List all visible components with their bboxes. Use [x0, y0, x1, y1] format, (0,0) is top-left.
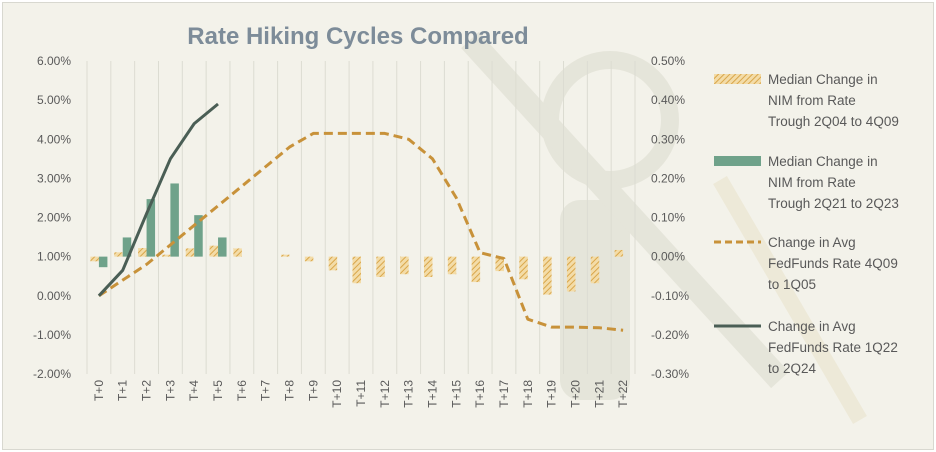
x-tick-label: T+4: [187, 380, 201, 401]
left-tick-label: 1.00%: [37, 250, 71, 264]
legend-label-2a: Median Change in: [768, 154, 878, 169]
bar-nim-2q04-T+0: [90, 256, 99, 262]
bar-nim-2q04-T+19: [543, 256, 552, 295]
x-tick-label: T+5: [211, 380, 225, 401]
x-tick-label: T+8: [283, 380, 297, 401]
x-tick-label: T+6: [235, 380, 249, 401]
x-tick-label: T+9: [306, 380, 320, 401]
x-tick-label: T+22: [616, 380, 630, 408]
bar-nim-2q21-T+3: [170, 183, 179, 257]
legend-swatch-hatched: [714, 74, 761, 84]
bar-nim-2q21-T+4: [194, 215, 203, 257]
series-nim-2q04-4q09: [90, 245, 624, 295]
legend-label-1a: Median Change in: [768, 72, 878, 87]
legend-label-4a: Change in Avg: [768, 319, 856, 334]
bar-nim-2q04-T+10: [328, 256, 338, 271]
right-tick-label: 0.10%: [651, 211, 685, 225]
x-tick-label: T+21: [592, 380, 606, 408]
x-tick-label: T+3: [163, 380, 177, 401]
left-tick-label: -1.00%: [33, 328, 71, 342]
x-tick-label: T+0: [92, 380, 106, 401]
legend-label-4c: to 2Q24: [768, 361, 817, 376]
legend-label-1c: Trough 2Q04 to 4Q09: [768, 114, 899, 129]
legend-label-2c: Trough 2Q21 to 2Q23: [768, 196, 899, 211]
legend-label-1b: NIM from Rate: [768, 93, 856, 108]
bar-nim-2q04-T+12: [376, 256, 385, 277]
bar-nim-2q21-T+2: [146, 199, 156, 257]
x-tick-label: T+17: [497, 380, 511, 408]
bar-nim-2q04-T+22: [614, 249, 624, 257]
right-tick-label: 0.00%: [651, 250, 685, 264]
x-tick-label: T+12: [378, 380, 392, 408]
left-tick-label: 5.00%: [37, 93, 71, 107]
bar-nim-2q04-T+15: [447, 256, 457, 275]
x-axis-ticks: T+0 T+1 T+2 T+3 T+4 T+5 T+6 T+7 T+8 T+9 T+10 T+11 T+…: [92, 380, 630, 408]
right-tick-label: 0.20%: [651, 171, 685, 185]
bar-nim-2q04-T+1: [114, 252, 123, 257]
right-tick-label: 0.30%: [651, 132, 685, 146]
x-tick-label: T+7: [259, 380, 273, 401]
x-tick-label: T+1: [116, 380, 130, 401]
bar-nim-2q04-T+16: [471, 256, 481, 283]
bar-nim-2q04-T+3: [161, 254, 171, 257]
bar-nim-2q04-T+8: [281, 254, 290, 257]
legend-label-3c: to 1Q05: [768, 277, 816, 292]
bar-nim-2q04-T+5: [209, 245, 219, 257]
left-tick-label: 2.00%: [37, 211, 71, 225]
bar-nim-2q04-T+9: [304, 256, 314, 262]
bar-nim-2q04-T+14: [423, 256, 433, 277]
left-axis-ticks: -2.00% -1.00% 0.00% 1.00% 2.00% 3.00% 4.00% 5.0…: [33, 54, 71, 381]
right-tick-label: 0.40%: [651, 93, 685, 107]
x-tick-label: T+19: [545, 380, 559, 408]
x-tick-label: T+14: [425, 380, 439, 408]
right-tick-label: -0.30%: [651, 367, 689, 381]
line-fedfunds-1q22-2q24: [97, 102, 219, 297]
legend: Median Change in NIM from Rate Trough 2Q…: [714, 72, 899, 376]
legend-label-3b: FedFunds Rate 4Q09: [768, 256, 898, 271]
background-watermark: [461, 31, 867, 425]
right-axis-ticks: -0.30% -0.20% -0.10% 0.00% 0.10% 0.20% 0.30% 0.…: [651, 54, 689, 381]
bar-nim-2q04-T+2: [138, 248, 147, 257]
left-tick-label: 3.00%: [37, 171, 71, 185]
x-tick-label: T+15: [449, 380, 463, 408]
bar-nim-2q21-T+5: [218, 237, 227, 257]
x-tick-label: T+2: [140, 380, 154, 401]
right-tick-label: 0.50%: [651, 54, 685, 68]
bar-nim-2q21-T+0: [98, 256, 108, 268]
x-tick-label: T+18: [521, 380, 535, 408]
x-tick-label: T+16: [473, 380, 487, 408]
x-tick-label: T+13: [402, 380, 416, 408]
right-tick-label: -0.20%: [651, 328, 689, 342]
bar-nim-2q04-T+11: [352, 256, 361, 284]
bar-nim-2q04-T+18: [519, 256, 528, 280]
left-tick-label: -2.00%: [33, 367, 71, 381]
left-tick-label: 0.00%: [37, 289, 71, 303]
bar-nim-2q04-T+13: [400, 256, 409, 275]
legend-label-4b: FedFunds Rate 1Q22: [768, 340, 898, 355]
bar-nim-2q04-T+21: [590, 256, 600, 284]
right-tick-label: -0.10%: [651, 289, 689, 303]
bar-nim-2q04-T+20: [566, 256, 576, 292]
chart-title: Rate Hiking Cycles Compared: [187, 23, 528, 50]
left-tick-label: 4.00%: [37, 132, 71, 146]
left-tick-label: 6.00%: [37, 54, 71, 68]
bar-nim-2q04-T+4: [185, 248, 195, 257]
grid-lines: [86, 61, 636, 374]
line-series: [97, 102, 624, 332]
bar-nim-2q04-T+17: [495, 256, 504, 272]
bar-nim-2q21-T+1: [122, 237, 132, 257]
x-tick-label: T+10: [330, 380, 344, 408]
legend-label-3a: Change in Avg: [768, 235, 856, 250]
x-tick-label: T+20: [568, 380, 582, 408]
x-tick-label: T+11: [354, 380, 368, 407]
bar-nim-2q04-T+6: [233, 248, 242, 257]
legend-label-2b: NIM from Rate: [768, 175, 856, 190]
series-nim-2q21-2q23: [98, 183, 227, 268]
legend-swatch-green: [714, 156, 761, 166]
